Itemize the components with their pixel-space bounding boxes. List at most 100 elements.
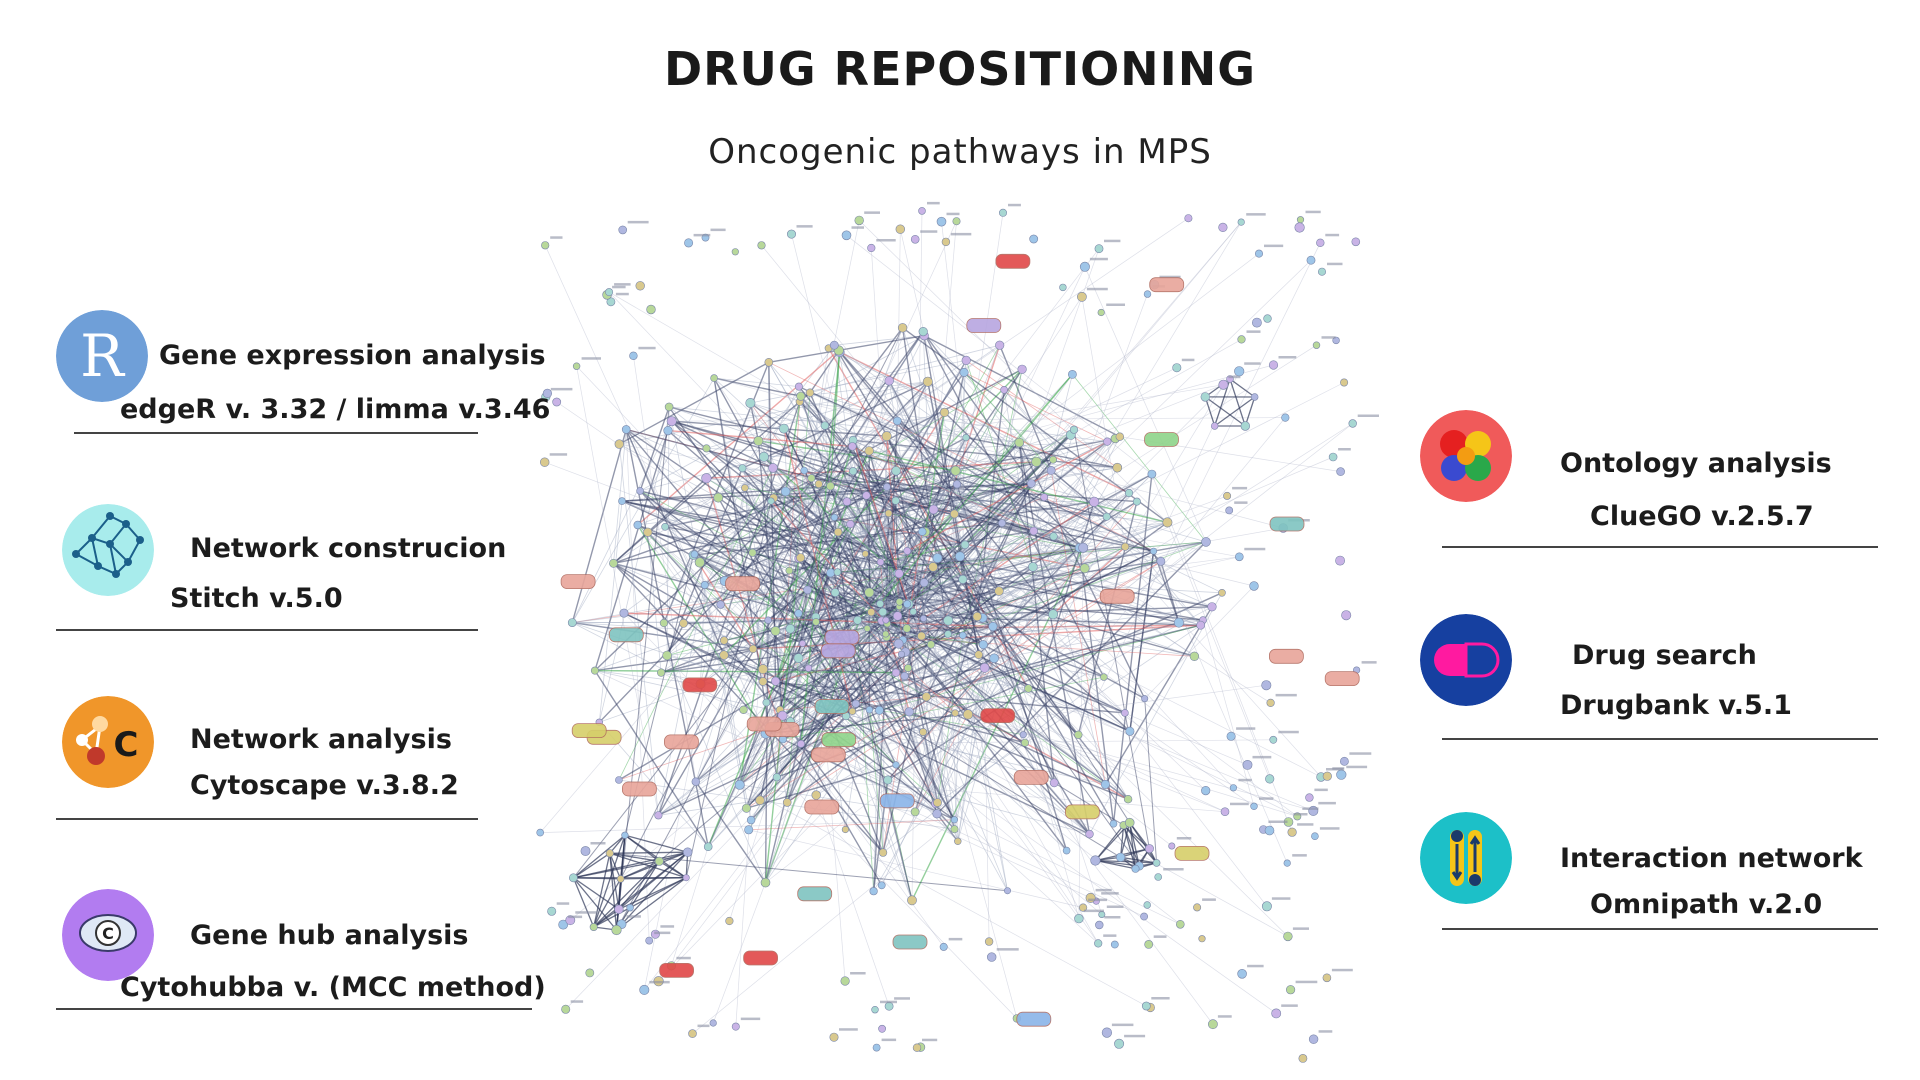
network-edge — [1077, 242, 1321, 735]
network-edge — [879, 373, 1073, 605]
network-node — [661, 522, 669, 531]
network-edge — [1001, 522, 1195, 657]
network-edge — [1023, 417, 1286, 735]
network-node — [772, 773, 781, 782]
network-node — [826, 568, 836, 578]
network-node — [1340, 756, 1349, 766]
network-node — [688, 1029, 697, 1038]
node-label-mark — [1089, 257, 1108, 261]
network-node — [539, 457, 550, 467]
network-node — [691, 777, 701, 786]
network-edge — [845, 603, 881, 830]
network-node — [926, 640, 936, 649]
network-node — [936, 216, 947, 227]
network-edge — [717, 401, 801, 498]
network-node — [862, 491, 871, 500]
network-edge — [713, 377, 1099, 944]
network-node — [1234, 366, 1245, 377]
network-edge — [888, 380, 1029, 689]
network-edge — [811, 477, 1137, 503]
network-node — [1269, 735, 1278, 744]
network-edge — [647, 531, 754, 650]
node-label-mark — [626, 915, 641, 918]
network-node — [614, 439, 625, 449]
node-label-mark — [1228, 375, 1241, 379]
network-edge — [808, 667, 1121, 858]
network-edge — [623, 612, 993, 628]
network-edge — [1244, 396, 1256, 427]
network-node — [941, 237, 951, 247]
network-node — [719, 636, 729, 645]
network-edge — [1052, 423, 1353, 615]
network-node — [690, 550, 699, 559]
network-node — [1156, 556, 1166, 566]
network-edge — [1072, 374, 1207, 543]
node-label-mark — [1325, 233, 1340, 237]
node-label-mark — [1101, 892, 1119, 895]
network-node — [865, 706, 874, 714]
network-edge — [750, 402, 835, 518]
node-label-mark — [1202, 898, 1216, 901]
network-edge — [911, 547, 1084, 901]
network-node — [917, 631, 926, 641]
network-edge — [598, 501, 623, 723]
network-edge — [852, 446, 1034, 532]
network-node — [713, 492, 724, 503]
svg-text:C: C — [114, 725, 139, 765]
network-node — [1144, 844, 1154, 854]
network-node — [1296, 216, 1305, 224]
network-edge — [864, 495, 867, 554]
network-node — [984, 937, 994, 946]
node-label-mark — [850, 972, 866, 975]
cytohubba-logo-icon: C — [62, 889, 154, 981]
network-node — [803, 585, 812, 595]
network-edge — [618, 361, 770, 445]
network-node — [757, 664, 768, 675]
tool-name: Drug search — [1572, 640, 1757, 671]
node-label-mark — [1095, 888, 1112, 892]
network-edge — [906, 628, 938, 814]
network-edge — [924, 412, 946, 533]
network-node — [1078, 903, 1088, 912]
network-node — [1124, 817, 1135, 828]
node-label-mark — [1230, 802, 1249, 806]
compound-node — [1269, 648, 1304, 664]
network-node — [1121, 709, 1129, 717]
network-node — [854, 215, 864, 226]
network-node — [882, 482, 891, 491]
network-node — [1147, 469, 1157, 479]
network-graph-icon — [62, 504, 154, 596]
network-edge — [798, 556, 1240, 614]
network-node — [978, 640, 988, 650]
network-edge — [800, 381, 928, 397]
network-edge — [904, 619, 1204, 677]
network-edge — [837, 531, 1322, 778]
network-node — [884, 376, 894, 386]
node-label-mark — [1083, 909, 1104, 913]
compound-node — [659, 963, 695, 978]
network-edge — [1229, 378, 1256, 398]
node-label-mark — [1275, 693, 1297, 697]
network-edge — [882, 676, 1105, 853]
network-edge — [1119, 822, 1131, 858]
network-node — [998, 208, 1007, 217]
divider — [1442, 928, 1878, 930]
network-node — [621, 831, 629, 839]
network-node — [1328, 452, 1338, 462]
network-node — [1121, 542, 1130, 551]
network-edge — [967, 560, 1162, 715]
node-label-mark — [1176, 837, 1192, 840]
network-edge — [751, 552, 857, 705]
network-edge — [962, 635, 1008, 891]
network-node — [590, 666, 599, 675]
network-edge — [967, 541, 1207, 715]
network-edge — [572, 877, 595, 928]
node-label-mark — [1271, 897, 1291, 900]
network-node — [1184, 214, 1193, 223]
node-label-mark — [1008, 203, 1021, 207]
network-node — [928, 504, 939, 515]
network-edge — [1144, 585, 1255, 699]
network-edge — [800, 739, 1274, 745]
node-label-mark — [627, 220, 649, 224]
network-node — [884, 1001, 894, 1011]
